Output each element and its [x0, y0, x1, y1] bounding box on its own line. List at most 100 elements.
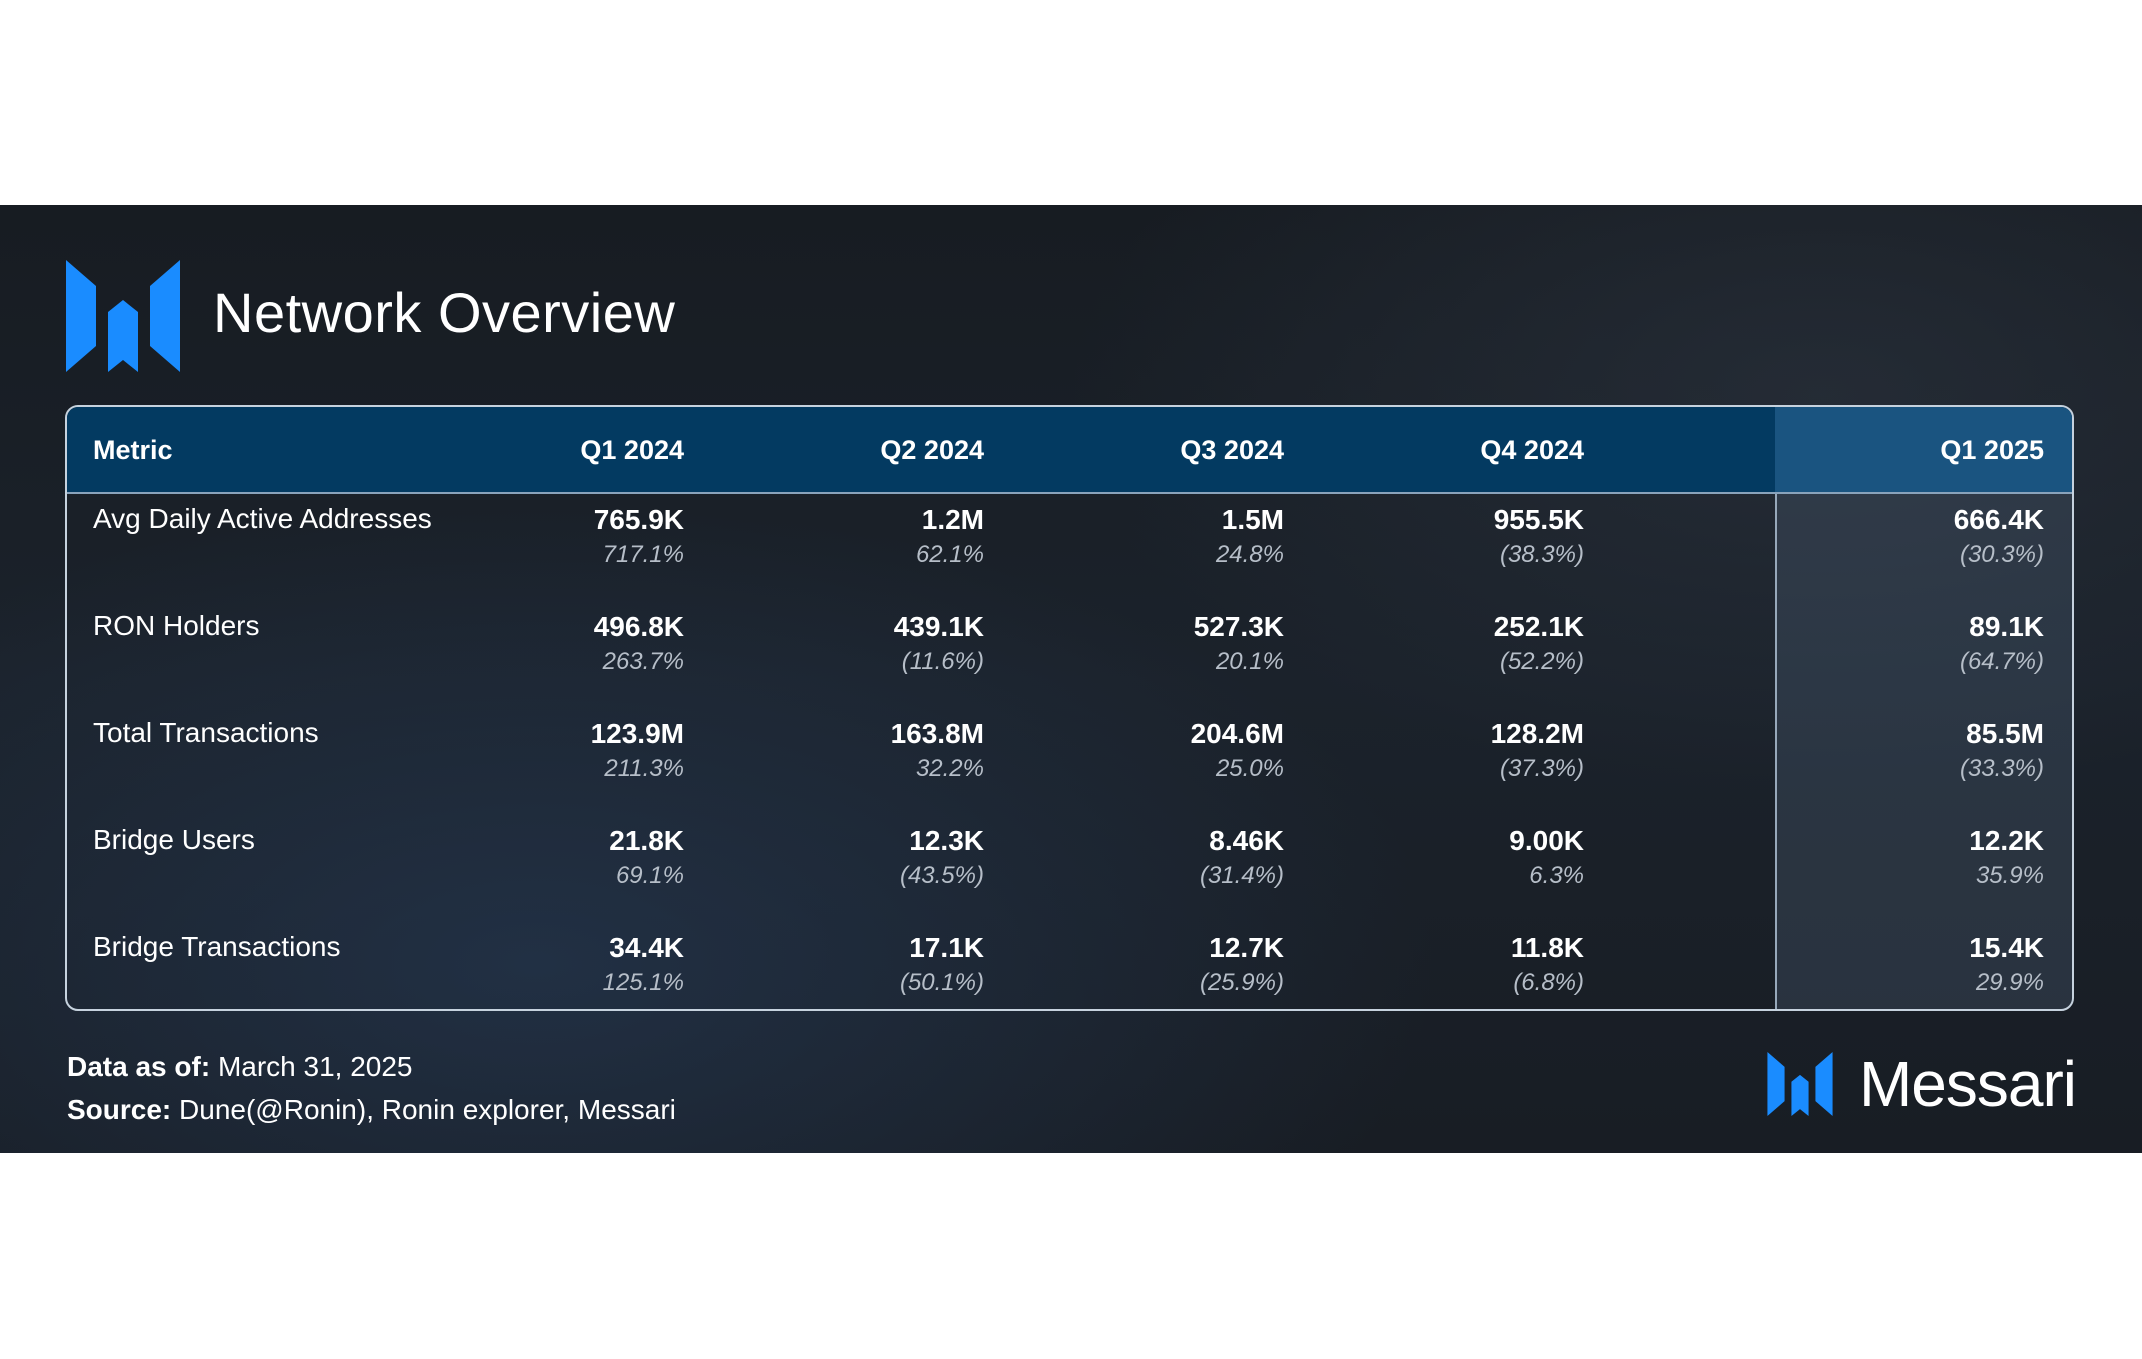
table-cell: 128.2M (37.3%) — [1491, 717, 1584, 787]
cell-change: 211.3% — [604, 755, 684, 782]
table-cell: 11.8K (6.8%) — [1511, 931, 1584, 1001]
cell-change: 263.7% — [602, 648, 684, 675]
source-label: Source: — [67, 1094, 172, 1125]
cell-value: 12.7K — [1209, 932, 1284, 963]
source-value: Dune(@Ronin), Ronin explorer, Messari — [179, 1094, 676, 1125]
cell-change: 125.1% — [602, 969, 684, 996]
table-cell: 85.5M (33.3%) — [1960, 717, 2044, 787]
table-cell: 123.9M 211.3% — [591, 717, 684, 787]
cell-change: 717.1% — [602, 541, 684, 568]
table-cell: 12.3K (43.5%) — [900, 824, 984, 894]
table-cell: 163.8M 32.2% — [891, 717, 984, 787]
table-row: Bridge Transactions 34.4K 125.1% 17.1K (50… — [67, 922, 2072, 1009]
cell-value: 123.9M — [590, 718, 684, 749]
highlight-column — [1775, 407, 2072, 1009]
table-cell: 9.00K 6.3% — [1509, 824, 1584, 894]
cell-value: 666.4K — [1953, 504, 2044, 535]
cell-change: 24.8% — [1215, 541, 1284, 568]
column-header-q4-2024: Q4 2024 — [1480, 435, 1584, 465]
cell-value: 9.00K — [1509, 825, 1584, 856]
cell-value: 21.8K — [609, 825, 684, 856]
table-row: RON Holders 496.8K 263.7% 439.1K (11.6%) 5… — [67, 601, 2072, 708]
cell-value: 15.4K — [1969, 932, 2044, 963]
cell-value: 955.5K — [1493, 504, 1584, 535]
table-cell: 527.3K 20.1% — [1194, 610, 1284, 680]
cell-value: 765.9K — [593, 504, 684, 535]
cell-change: 62.1% — [915, 541, 984, 568]
cell-change: 35.9% — [1975, 862, 2044, 889]
cell-change: (25.9%) — [1199, 969, 1284, 996]
metric-label: RON Holders — [93, 610, 260, 641]
cell-value: 163.8M — [890, 718, 984, 749]
table-header: Metric Q1 2024 Q2 2024 Q3 2024 Q4 2024 Q… — [67, 407, 2072, 494]
cell-change: (6.8%) — [1513, 969, 1584, 996]
messari-m-icon — [1767, 1052, 1833, 1116]
data-as-of-label: Data as of: — [67, 1051, 211, 1082]
cell-change: (11.6%) — [901, 648, 984, 675]
source-line: Source: Dune(@Ronin), Ronin explorer, Me… — [67, 1088, 676, 1131]
cell-change: (43.5%) — [899, 862, 984, 889]
table-cell: 666.4K (30.3%) — [1954, 503, 2044, 573]
cell-value: 1.2M — [921, 504, 984, 535]
cell-value: 496.8K — [593, 611, 684, 642]
table-cell: 12.7K (25.9%) — [1200, 931, 1284, 1001]
cell-change: (50.1%) — [899, 969, 984, 996]
cell-change: (30.3%) — [1959, 541, 2044, 568]
cell-change: 32.2% — [915, 755, 984, 782]
cell-value: 1.5M — [1221, 504, 1284, 535]
highlight-column-header — [1775, 407, 2072, 492]
cell-value: 439.1K — [893, 611, 984, 642]
footer-notes: Data as of: March 31, 2025 Source: Dune(… — [67, 1045, 676, 1131]
brand-wordmark: Messari — [1858, 1048, 2077, 1120]
column-header-metric: Metric — [93, 435, 173, 465]
table-cell: 765.9K 717.1% — [594, 503, 684, 573]
table-cell: 496.8K 263.7% — [594, 610, 684, 680]
cell-value: 252.1K — [1493, 611, 1584, 642]
metric-label: Avg Daily Active Addresses — [93, 503, 432, 534]
table-cell: 12.2K 35.9% — [1969, 824, 2044, 894]
table-cell: 17.1K (50.1%) — [900, 931, 984, 1001]
table-cell: 252.1K (52.2%) — [1494, 610, 1584, 680]
table-cell: 1.5M 24.8% — [1216, 503, 1284, 573]
table-cell: 955.5K (38.3%) — [1494, 503, 1584, 573]
table-cell: 34.4K 125.1% — [603, 931, 684, 1001]
cell-change: 69.1% — [615, 862, 684, 889]
table-cell: 15.4K 29.9% — [1969, 931, 2044, 1001]
table-cell: 89.1K (64.7%) — [1960, 610, 2044, 680]
cell-value: 17.1K — [909, 932, 984, 963]
column-header-q3-2024: Q3 2024 — [1180, 435, 1284, 465]
cell-change: (33.3%) — [1959, 755, 2044, 782]
cell-change: 29.9% — [1975, 969, 2044, 996]
cell-change: 25.0% — [1215, 755, 1284, 782]
network-overview-card: Network Overview Metric Q1 2024 Q2 2024 … — [0, 205, 2142, 1153]
data-as-of-line: Data as of: March 31, 2025 — [67, 1045, 676, 1088]
cell-value: 8.46K — [1209, 825, 1284, 856]
cell-value: 128.2M — [1490, 718, 1584, 749]
cell-change: (37.3%) — [1499, 755, 1584, 782]
cell-value: 527.3K — [1193, 611, 1284, 642]
cell-value: 12.3K — [909, 825, 984, 856]
cell-value: 85.5M — [1966, 718, 2044, 749]
messari-logo-icon — [66, 260, 180, 372]
metric-label: Total Transactions — [93, 717, 319, 748]
cell-change: (38.3%) — [1499, 541, 1584, 568]
table-row: Avg Daily Active Addresses 765.9K 717.1% … — [67, 494, 2072, 601]
cell-value: 89.1K — [1969, 611, 2044, 642]
cell-change: (64.7%) — [1959, 648, 2044, 675]
metrics-table: Metric Q1 2024 Q2 2024 Q3 2024 Q4 2024 Q… — [65, 405, 2074, 1011]
cell-change: 20.1% — [1215, 648, 1284, 675]
cell-value: 12.2K — [1969, 825, 2044, 856]
table-cell: 1.2M 62.1% — [916, 503, 984, 573]
column-header-q1-2025: Q1 2025 — [1940, 435, 2044, 465]
data-as-of-value: March 31, 2025 — [217, 1051, 413, 1082]
cell-value: 11.8K — [1510, 932, 1584, 963]
table-cell: 21.8K 69.1% — [609, 824, 684, 894]
cell-value: 34.4K — [609, 932, 684, 963]
metric-label: Bridge Transactions — [93, 931, 341, 962]
cell-change: (52.2%) — [1499, 648, 1584, 675]
cell-change: (31.4%) — [1199, 862, 1284, 889]
table-cell: 439.1K (11.6%) — [894, 610, 984, 680]
table-row: Bridge Users 21.8K 69.1% 12.3K (43.5%) 8.4… — [67, 815, 2072, 922]
column-header-q2-2024: Q2 2024 — [880, 435, 984, 465]
metric-label: Bridge Users — [93, 824, 255, 855]
